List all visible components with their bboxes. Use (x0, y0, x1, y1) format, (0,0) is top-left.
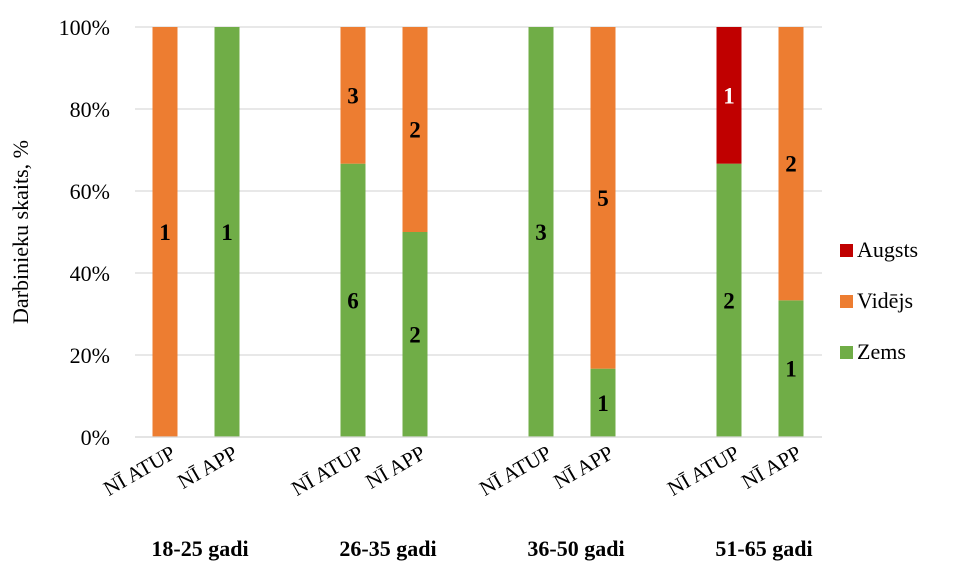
x-tick-label: NĪ ATUP (663, 441, 743, 501)
bar-segment-zems (778, 300, 804, 437)
legend-swatch-zems (840, 346, 853, 359)
bar-segment-zems (590, 368, 616, 437)
bar-segment-augsts (716, 27, 742, 164)
x-tick-label: NĪ APP (737, 441, 805, 494)
data-label: 2 (409, 323, 421, 348)
y-tick-label: 100% (59, 15, 110, 40)
bar-segment-vidējs (340, 27, 366, 164)
bar-segment-zems (214, 27, 240, 437)
data-label: 1 (785, 357, 797, 382)
y-tick-label: 40% (70, 261, 110, 286)
x-tick-label: NĪ ATUP (287, 441, 367, 501)
bar-segment-zems (528, 27, 554, 437)
group-label: 36-50 gadi (527, 536, 624, 561)
bar-segment-vidējs (152, 27, 178, 437)
bar-segment-zems (402, 232, 428, 437)
legend-label: Vidējs (857, 288, 913, 313)
legend-swatch-augsts (840, 244, 853, 257)
bar-segment-vidējs (590, 27, 616, 369)
y-tick-label: 20% (70, 343, 110, 368)
y-axis-title: Darbinieku skaits, % (8, 140, 33, 324)
legend-swatch-vidējs (840, 295, 853, 308)
data-label: 2 (723, 288, 735, 313)
data-labels: 1 1 6 3 2 2 3 1 5 2 1 1 2 (159, 83, 797, 416)
bars (152, 27, 804, 437)
data-label: 1 (159, 220, 171, 245)
y-tick-label: 80% (70, 97, 110, 122)
group-label: 18-25 gadi (151, 536, 248, 561)
data-label: 1 (221, 220, 233, 245)
legend: Augsts Vidējs Zems (840, 237, 918, 364)
legend-label: Augsts (857, 237, 918, 262)
data-label: 2 (785, 152, 797, 177)
group-label: 26-35 gadi (339, 536, 436, 561)
y-tick-label: 0% (81, 425, 110, 450)
y-tick-label: 60% (70, 179, 110, 204)
bar-segment-zems (716, 163, 742, 437)
x-tick-label: NĪ ATUP (475, 441, 555, 501)
data-label: 2 (409, 118, 421, 143)
legend-label: Zems (857, 339, 906, 364)
bar-segment-zems (340, 163, 366, 437)
x-tick-label: NĪ APP (361, 441, 429, 494)
bar-segment-vidējs (402, 27, 428, 232)
data-label: 3 (535, 220, 547, 245)
data-label: 6 (347, 288, 359, 313)
bar-segment-vidējs (778, 27, 804, 301)
x-tick-label: NĪ APP (173, 441, 241, 494)
data-label: 1 (597, 391, 609, 416)
x-tick-label: NĪ APP (549, 441, 617, 494)
data-label: 3 (347, 83, 359, 108)
x-tick-label: NĪ ATUP (99, 441, 179, 501)
group-label: 51-65 gadi (715, 536, 812, 561)
data-label: 1 (723, 83, 735, 108)
data-label: 5 (597, 186, 609, 211)
